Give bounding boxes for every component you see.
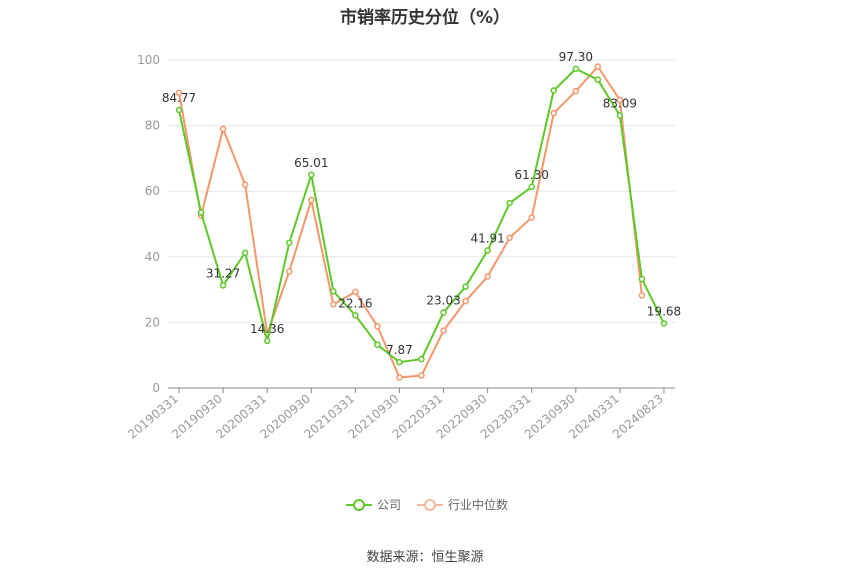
data-label: 23.03 (426, 293, 460, 307)
data-label: 65.01 (294, 156, 328, 170)
data-point-company (330, 287, 337, 295)
data-point-industry (594, 63, 602, 70)
data-point-company (638, 275, 646, 283)
data-point-industry (374, 323, 381, 330)
legend-item-company[interactable]: 公司 (346, 496, 401, 513)
data-point-company (572, 65, 580, 73)
legend-company-marker-icon (346, 498, 372, 512)
data-point-industry (528, 214, 535, 221)
chart-title: 市销率历史分位（%） (339, 8, 511, 28)
data-point-company (352, 312, 359, 319)
data-label: 31.27 (206, 266, 240, 280)
data-point-industry (550, 109, 558, 117)
data-point-company (197, 209, 205, 216)
data-point-company (616, 112, 624, 119)
data-point-company (506, 199, 513, 207)
data-point-industry (219, 125, 227, 133)
legend-company-label: 公司 (377, 498, 402, 512)
data-point-industry (396, 374, 403, 381)
legend-item-industry[interactable]: 行业中位数 (417, 496, 508, 513)
data-point-industry (462, 297, 469, 305)
data-point-industry (175, 89, 183, 97)
data-label: 22.16 (338, 296, 372, 310)
data-point-company (241, 249, 249, 257)
data-point-industry (440, 327, 447, 334)
data-point-company (263, 337, 271, 345)
data-point-company (308, 171, 315, 179)
data-point-industry (506, 234, 513, 242)
data-point-industry (418, 372, 425, 379)
data-source: 数据来源：恒生聚源 (366, 550, 484, 565)
data-point-company (594, 76, 602, 83)
data-point-industry (484, 273, 491, 280)
data-point-company (418, 355, 425, 363)
data-point-company (285, 239, 293, 246)
y-tick-label: 20 (145, 315, 160, 329)
data-label: 61.30 (515, 168, 549, 182)
data-label: 19.68 (647, 304, 681, 318)
data-point-industry (241, 181, 249, 188)
data-point-industry (308, 196, 315, 204)
data-label: 83.09 (603, 96, 637, 110)
data-point-company (484, 247, 491, 254)
data-point-company (219, 282, 227, 289)
y-tick-label: 40 (145, 250, 160, 264)
data-label: 84.77 (162, 91, 196, 105)
data-point-company (660, 320, 668, 327)
data-point-company (462, 283, 469, 290)
data-point-company (440, 309, 447, 316)
data-label: 14.36 (250, 322, 284, 336)
data-point-company (175, 106, 183, 114)
series-line-company (178, 67, 665, 364)
data-point-company (396, 358, 403, 366)
data-point-industry (638, 292, 646, 299)
data-point-company (550, 87, 558, 94)
data-label: 7.87 (386, 343, 413, 357)
legend-industry-label: 行业中位数 (448, 498, 509, 512)
line-chart: 0204060801002019033120190930202003312020… (125, 50, 681, 442)
legend: 公司 行业中位数 (346, 496, 524, 513)
data-point-industry (285, 268, 293, 275)
data-point-industry (616, 96, 624, 104)
y-tick-label: 100 (137, 53, 160, 67)
data-point-industry (572, 87, 580, 95)
y-tick-label: 80 (145, 119, 160, 133)
data-point-company (374, 341, 381, 348)
data-point-company (528, 183, 535, 191)
data-label: 41.91 (470, 232, 504, 246)
y-tick-label: 60 (145, 184, 160, 198)
series-line-industry (178, 65, 643, 379)
data-point-industry (330, 301, 337, 308)
y-tick-label: 0 (152, 381, 160, 395)
data-label: 97.30 (559, 50, 593, 64)
data-point-industry (352, 288, 359, 296)
legend-industry-marker-icon (417, 498, 444, 512)
